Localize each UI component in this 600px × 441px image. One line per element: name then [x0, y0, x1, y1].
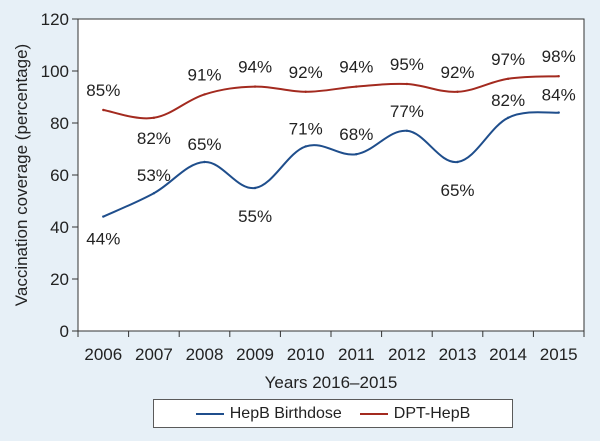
data-label-hepb-birthdose: 77%	[390, 102, 424, 121]
data-point-dpt-hepb	[304, 90, 307, 94]
data-point-dpt-hepb	[253, 85, 257, 88]
y-tick-label: 20	[50, 270, 69, 289]
x-tick-label: 2015	[540, 345, 578, 364]
data-label-hepb-birthdose: 71%	[289, 119, 323, 138]
data-label-hepb-birthdose: 53%	[137, 166, 171, 185]
data-point-hepb-birthdose	[557, 111, 560, 114]
data-point-dpt-hepb	[506, 77, 510, 81]
data-point-dpt-hepb	[152, 116, 156, 120]
legend-label-hepb-birthdose: HepB Birthdose	[229, 404, 342, 422]
data-point-dpt-hepb	[456, 90, 459, 94]
data-label-dpt-hepb: 85%	[86, 81, 120, 100]
data-label-hepb-birthdose: 82%	[491, 91, 525, 110]
data-label-dpt-hepb: 94%	[339, 58, 373, 77]
data-label-hepb-birthdose: 65%	[187, 135, 221, 154]
data-label-dpt-hepb: 94%	[238, 58, 272, 77]
legend-item-hepb-birthdose: HepB Birthdose	[195, 404, 342, 423]
data-label-dpt-hepb: 95%	[390, 55, 424, 74]
x-tick-label: 2006	[84, 345, 122, 364]
data-point-hepb-birthdose	[203, 160, 206, 164]
data-label-hepb-birthdose: 68%	[339, 125, 373, 144]
legend-item-dpt-hepb: DPT-HepB	[359, 404, 471, 423]
data-point-hepb-birthdose	[304, 145, 307, 148]
x-tick-label: 2013	[439, 345, 477, 364]
x-tick-label: 2014	[489, 345, 527, 364]
data-label-dpt-hepb: 92%	[289, 63, 323, 82]
x-tick-label: 2008	[186, 345, 224, 364]
data-point-dpt-hepb	[355, 85, 358, 88]
x-tick-label: 2012	[388, 345, 426, 364]
data-point-dpt-hepb	[557, 75, 560, 78]
data-label-dpt-hepb: 91%	[187, 65, 221, 84]
data-point-hepb-birthdose	[506, 116, 510, 120]
y-tick-label: 40	[50, 218, 69, 237]
legend-swatch-hepb-birthdose	[195, 412, 224, 415]
legend: HepB Birthdose DPT-HepB	[153, 399, 513, 428]
data-label-dpt-hepb: 98%	[542, 47, 576, 66]
x-tick-label: 2009	[236, 345, 274, 364]
legend-label-dpt-hepb: DPT-HepB	[393, 404, 471, 422]
data-point-hepb-birthdose	[102, 215, 105, 218]
y-tick-label: 60	[50, 166, 69, 185]
axes: 0 20 40 60 80 100 120 2006 2007 2008 2009 2010 2011 2…	[41, 10, 585, 364]
x-tick-label: 2010	[287, 345, 325, 364]
data-label-hepb-birthdose: 84%	[542, 86, 576, 105]
x-tick-label: 2011	[338, 345, 375, 364]
data-point-hepb-birthdose	[456, 160, 459, 164]
data-point-hepb-birthdose	[355, 153, 358, 156]
series-layer	[102, 75, 560, 218]
data-label-dpt-hepb: 82%	[137, 129, 171, 148]
legend-swatch-dpt-hepb	[359, 412, 388, 415]
series-line-dpt-hepb	[103, 75, 559, 120]
data-labels: 44% 53% 65% 55% 71% 68% 77% 65% 82% 84% 85% 82% 91% 9…	[86, 47, 575, 248]
data-label-hepb-birthdose: 65%	[440, 181, 474, 200]
data-point-hepb-birthdose	[253, 186, 257, 190]
data-label-dpt-hepb: 97%	[491, 50, 525, 69]
y-tick-label: 120	[41, 10, 69, 29]
x-axis-title: Years 2016–2015	[265, 373, 398, 392]
data-point-hepb-birthdose	[405, 129, 409, 132]
series-line-hepb-birthdose	[102, 111, 559, 218]
data-label-dpt-hepb: 92%	[440, 63, 474, 82]
y-tick-label: 100	[41, 62, 69, 81]
y-axis-title: Vaccination coverage (percentage)	[12, 44, 31, 306]
data-point-hepb-birthdose	[152, 192, 156, 195]
data-label-hepb-birthdose: 44%	[86, 230, 120, 249]
x-tick-label: 2007	[135, 345, 173, 364]
y-tick-label: 0	[60, 322, 69, 341]
data-label-hepb-birthdose: 55%	[238, 207, 272, 226]
data-point-dpt-hepb	[405, 82, 409, 86]
y-tick-label: 80	[50, 114, 69, 133]
plot-area	[77, 18, 585, 332]
data-point-dpt-hepb	[102, 108, 105, 112]
data-point-dpt-hepb	[203, 93, 206, 96]
